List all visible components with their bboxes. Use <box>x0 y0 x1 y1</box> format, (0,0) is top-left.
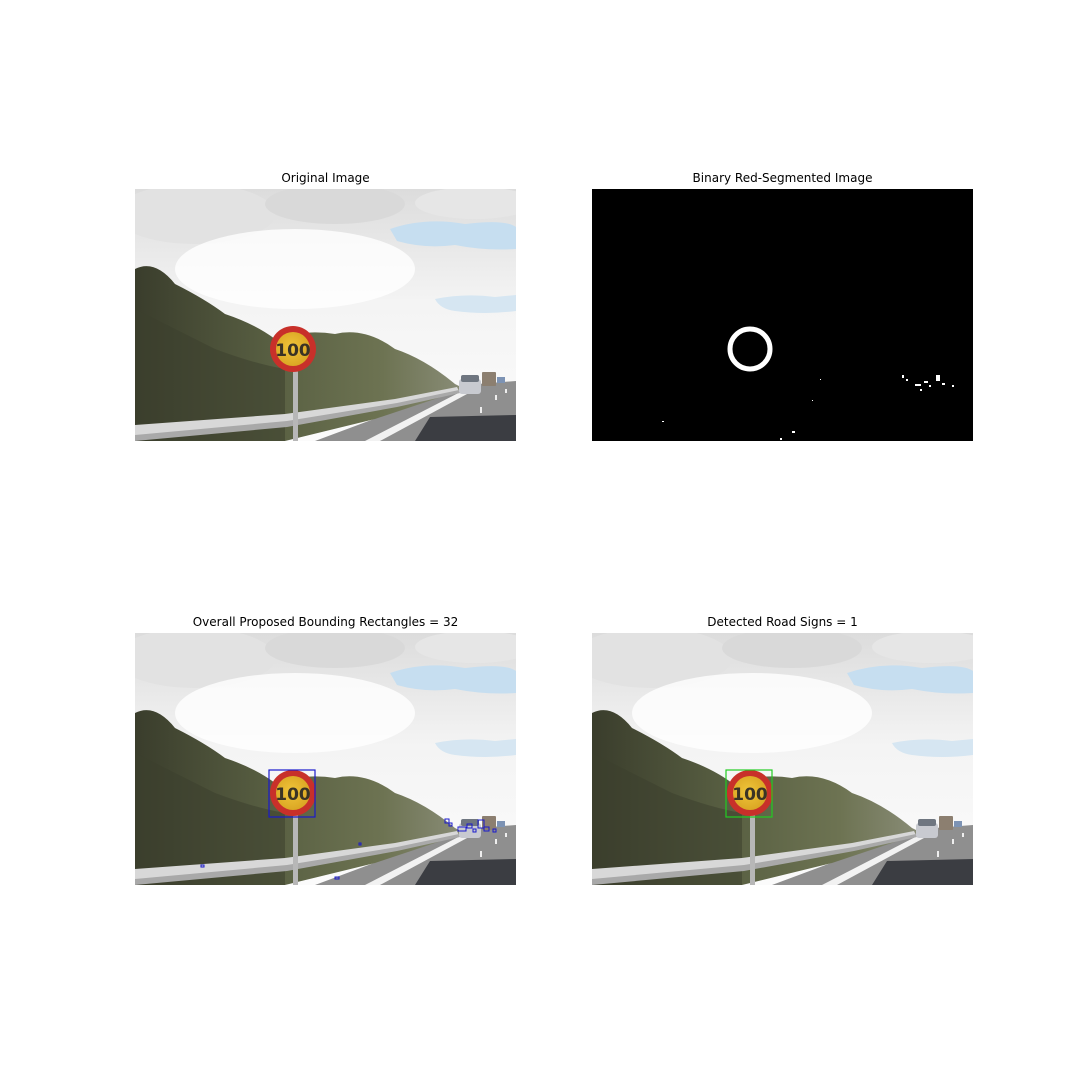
proposals-image-panel <box>135 633 516 885</box>
detections-image <box>592 633 973 885</box>
binary-image-panel <box>592 189 973 441</box>
proposals-image <box>135 633 516 885</box>
original-image-panel <box>135 189 516 441</box>
detections-image-panel <box>592 633 973 885</box>
segmented-sign-ring <box>727 326 773 372</box>
original-image-title: Original Image <box>281 171 370 185</box>
proposal-box-sign <box>268 769 316 818</box>
binary-image <box>592 189 973 441</box>
detection-box-sign <box>725 769 773 818</box>
binary-image-title: Binary Red-Segmented Image <box>692 171 873 185</box>
proposals-image-title: Overall Proposed Bounding Rectangles = 3… <box>192 615 459 629</box>
detections-image-title: Detected Road Signs = 1 <box>707 615 858 629</box>
original-image <box>135 189 516 441</box>
